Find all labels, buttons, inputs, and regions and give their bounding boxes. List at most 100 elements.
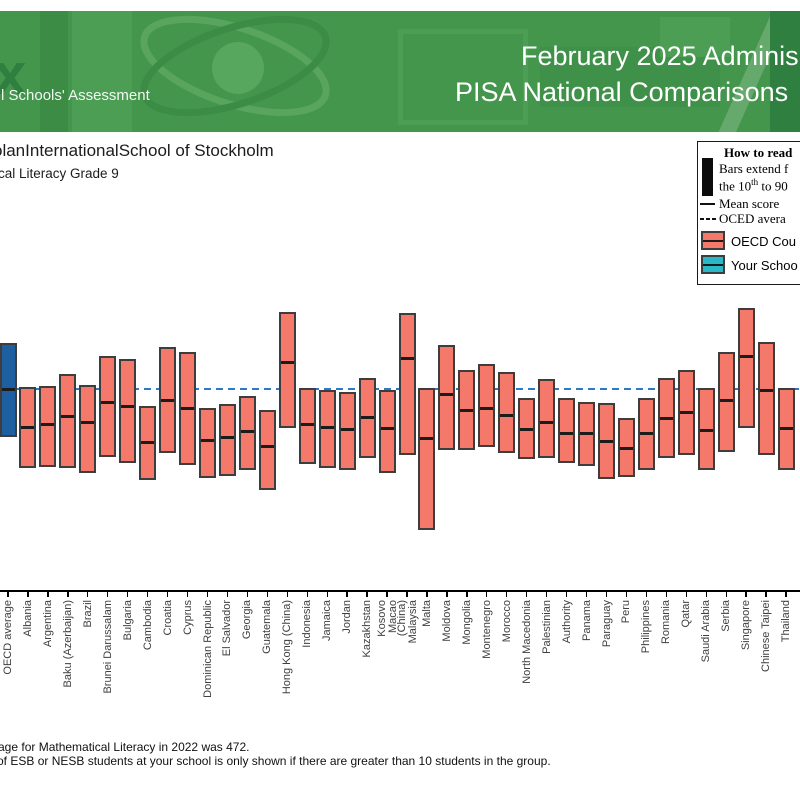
swatch-mean-line — [703, 263, 723, 267]
legend-bars-text-pre: the 10 — [719, 178, 752, 194]
mean-score-line — [41, 422, 55, 426]
x-axis-label: Moldova — [440, 600, 453, 642]
percentile-bar — [657, 378, 675, 458]
header-banner: x l Schools' Assessment February 2025 Ad… — [0, 11, 800, 132]
mean-score-line — [141, 440, 155, 444]
mean-score-line — [340, 427, 354, 431]
x-axis-label: Indonesia — [301, 600, 314, 648]
x-axis-tick — [765, 592, 767, 597]
percentile-bar — [498, 372, 516, 453]
x-axis-line — [0, 590, 800, 592]
percentile-bar — [218, 404, 236, 476]
swatch-mean-line — [703, 239, 723, 243]
mean-score-line — [679, 410, 693, 414]
percentile-bar — [518, 398, 536, 459]
banner-pattern-frame — [398, 29, 528, 125]
percentile-bar — [99, 356, 117, 457]
mean-score-line — [101, 400, 115, 404]
mean-score-line — [240, 429, 254, 433]
x-axis-label: Georgia — [241, 600, 254, 640]
mean-score-line — [619, 446, 633, 450]
x-axis-label: Romania — [660, 600, 673, 645]
percentile-bar — [617, 418, 635, 477]
percentile-bar — [19, 387, 37, 468]
mean-score-line — [480, 406, 494, 410]
x-axis-label: Brazil — [81, 600, 94, 628]
x-axis-label: Malaysia — [406, 600, 419, 644]
percentile-bar — [777, 388, 795, 470]
x-axis-label: Argentina — [41, 600, 54, 648]
percentile-bar — [39, 386, 57, 467]
percentile-bar — [298, 388, 316, 464]
percentile-bar — [757, 342, 775, 455]
x-axis-tick — [306, 592, 308, 597]
x-axis-label: Albania — [21, 600, 34, 637]
mean-score-line — [380, 426, 394, 430]
mean-score-line — [540, 420, 554, 424]
mean-score-line — [460, 408, 474, 412]
mean-score-line — [260, 444, 274, 448]
x-axis-tick — [386, 592, 388, 597]
x-axis-label: Singapore — [740, 600, 753, 651]
mean-score-line — [420, 436, 434, 440]
x-axis-label: Morocco — [500, 600, 513, 643]
percentile-bar — [538, 379, 556, 458]
percentile-bar — [159, 347, 177, 453]
x-axis-tick — [486, 592, 488, 597]
percentile-bar — [418, 388, 436, 530]
x-axis-label: Hong Kong (China) — [281, 600, 294, 695]
x-axis-label: Jamaica — [321, 600, 334, 641]
x-axis-label: Philippines — [640, 600, 653, 654]
percentile-bar — [438, 345, 456, 450]
x-axis-tick — [346, 592, 348, 597]
x-axis-tick — [87, 592, 89, 597]
dashed-line-icon — [700, 218, 716, 220]
x-axis-tick — [605, 592, 608, 597]
banner-pattern-frame — [660, 17, 730, 57]
x-axis-label: Baku (Azerbaijan) — [61, 600, 74, 688]
x-axis-label: El Salvador — [221, 600, 234, 657]
x-axis-tick — [565, 592, 568, 597]
x-axis-tick — [166, 592, 169, 597]
mean-score-line — [181, 406, 195, 410]
percentile-bar-icon — [702, 158, 713, 196]
x-axis-tick — [226, 592, 229, 597]
x-axis-label: Cambodia — [141, 600, 154, 651]
percentile-bar — [398, 313, 416, 455]
x-axis-label: Peru — [620, 600, 633, 624]
x-axis-label: North Macedonia — [520, 600, 533, 684]
mean-score-line — [300, 422, 314, 426]
mean-score-line — [759, 388, 773, 392]
mean-score-line — [360, 415, 374, 419]
x-axis-label: Bulgaria — [121, 600, 134, 641]
x-axis-tick — [246, 592, 249, 597]
x-axis-tick — [466, 592, 468, 597]
banner-pattern-frame — [540, 47, 720, 107]
legend-bars-text-post: to 90 — [758, 178, 788, 194]
x-axis-tick — [326, 592, 328, 597]
x-axis-tick — [7, 592, 9, 597]
percentile-bar — [59, 374, 77, 468]
subject-subtitle: cal Literacy Grade 9 — [0, 166, 119, 181]
percentile-bar — [378, 390, 396, 473]
legend-bars-text-line1: Bars extend f — [719, 161, 789, 176]
x-axis-tick — [186, 592, 189, 597]
percentile-bar — [0, 343, 17, 437]
x-axis-label: Chinese Taipei — [760, 600, 773, 672]
mean-score-line — [779, 426, 793, 430]
mean-score-line — [739, 354, 753, 358]
x-axis-label: Kosovo — [375, 600, 388, 637]
percentile-bar — [278, 312, 296, 428]
x-axis-tick — [286, 592, 288, 597]
x-axis-tick — [665, 592, 668, 597]
percentile-bar — [179, 352, 197, 465]
percentile-bar — [677, 370, 695, 455]
x-axis-label: Malta — [420, 600, 433, 627]
percentile-bar — [199, 408, 216, 478]
x-axis-tick — [705, 592, 707, 597]
mean-score-line — [320, 425, 334, 429]
percentile-bar — [697, 388, 715, 470]
x-axis-tick — [206, 592, 209, 597]
x-axis-label: Thailand — [780, 600, 793, 643]
legend-th-superscript: th — [751, 177, 759, 187]
